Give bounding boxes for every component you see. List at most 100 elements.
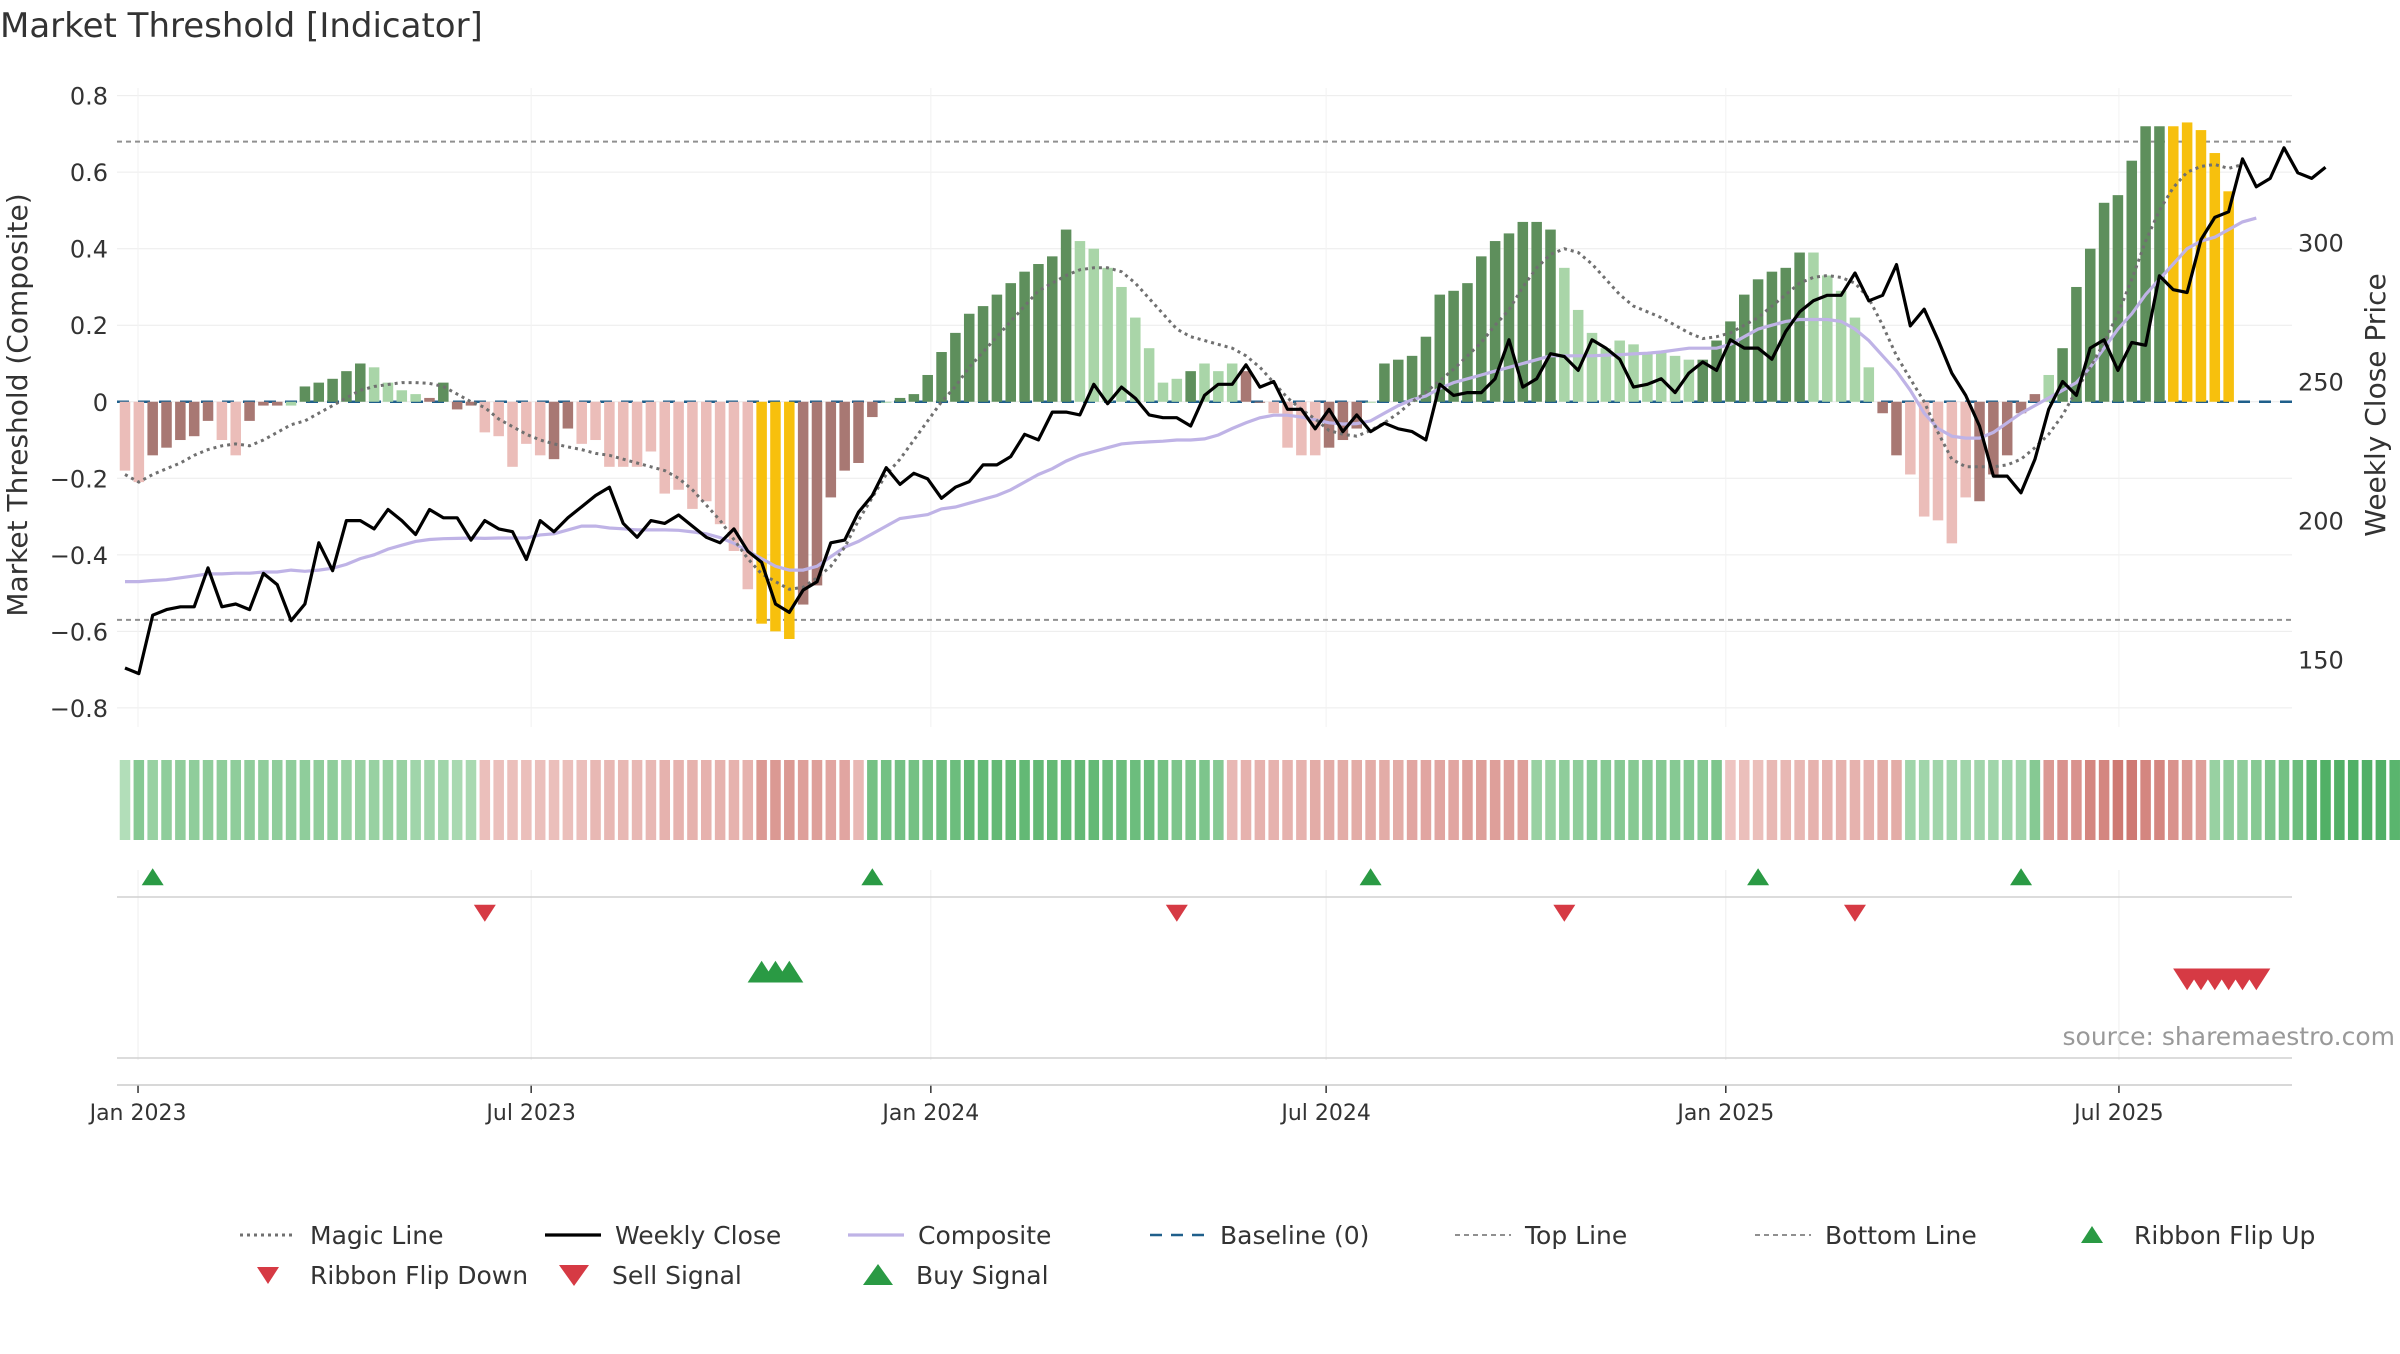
ribbon-cell <box>1517 760 1529 840</box>
ribbon-cell <box>1808 760 1819 840</box>
composite-bar <box>1143 348 1155 402</box>
ribbon-cell <box>853 760 864 840</box>
composite-bar <box>2043 374 2054 402</box>
y-tick-label: −0.6 <box>50 618 108 646</box>
y-tick-label: 0.4 <box>70 236 108 264</box>
ribbon-cell <box>548 760 560 840</box>
ribbon-cell <box>438 760 449 840</box>
composite-smooth-line <box>125 216 2257 584</box>
y-tick-label: −0.2 <box>50 465 108 493</box>
composite-bar <box>258 401 269 406</box>
ribbon-cell <box>2334 760 2345 840</box>
ribbon-cell <box>479 760 491 840</box>
composite-bar <box>839 401 850 471</box>
composite-bar <box>327 378 338 402</box>
ribbon-cell <box>1448 760 1459 840</box>
axes: 0.8 0.6 0.4 0.2 0 −0.2 −0.4 −0.6 −0.8 150 200 250 30… <box>50 83 2344 1126</box>
legend-label: Composite <box>918 1221 1051 1250</box>
composite-bar <box>894 397 906 402</box>
ribbon-cell <box>2154 760 2165 840</box>
composite-bar <box>534 401 546 456</box>
composite-bar <box>2001 401 2013 456</box>
ribbon-cell <box>1572 760 1584 840</box>
ribbon-cell <box>1019 760 1030 840</box>
legend-swatch <box>257 1267 279 1284</box>
y2-tick-label: 250 <box>2298 368 2344 396</box>
legend-item: Baseline (0) <box>1150 1221 1369 1250</box>
ribbon-cell <box>1379 760 1390 840</box>
ribbon-cell <box>2168 760 2179 840</box>
ribbon-cell <box>687 760 698 840</box>
composite-bar <box>1074 241 1086 402</box>
y-tick-label: 0.2 <box>70 312 108 340</box>
composite-bar <box>1019 271 1030 402</box>
composite-bar <box>1822 275 1833 402</box>
ribbon-cell <box>701 760 712 840</box>
composite-bar <box>119 401 131 471</box>
ribbon-cell <box>1060 760 1072 840</box>
ribbon-cell <box>562 760 574 840</box>
ribbon-cell <box>1905 760 1916 840</box>
ribbon-cell <box>1157 760 1169 840</box>
ribbon-flip-down-marker <box>1843 904 1866 922</box>
composite-bar <box>2098 202 2110 402</box>
ribbon-cell <box>728 760 740 840</box>
composite-bar <box>1323 401 1335 448</box>
composite-bar <box>1614 340 1625 402</box>
ribbon-flip-up-marker <box>2010 868 2033 886</box>
ribbon-cell <box>617 760 629 840</box>
ribbon-cell <box>894 760 906 840</box>
composite-bar <box>811 401 823 586</box>
composite-bar <box>244 401 255 421</box>
composite-bar <box>2209 153 2221 402</box>
ribbon-cell <box>756 760 767 840</box>
ribbon-cell <box>355 760 366 840</box>
composite-bar <box>368 367 380 402</box>
legend-swatch <box>559 1265 589 1286</box>
legend-label: Buy Signal <box>916 1261 1049 1290</box>
composite-bar <box>617 401 629 467</box>
ribbon-cell <box>244 760 255 840</box>
ribbon-cell <box>2209 760 2221 840</box>
composite-bar <box>1254 401 1266 403</box>
ribbon-cell <box>2001 760 2013 840</box>
ribbon-cell <box>1130 760 1141 840</box>
weekly-close-line <box>124 146 2327 676</box>
ribbon-cell <box>216 760 228 840</box>
ribbon-cell <box>493 760 504 840</box>
ribbon-cell <box>1462 760 1473 840</box>
composite-bar <box>742 401 754 590</box>
ribbon-cell <box>382 760 394 840</box>
composite-bar <box>147 401 158 456</box>
composite-bar <box>1033 264 1044 402</box>
x-tick-label: Jan 2023 <box>88 1101 187 1126</box>
ribbon-cell <box>368 760 380 840</box>
composite-bar <box>631 401 643 467</box>
ribbon-flip-down-marker <box>1165 904 1188 922</box>
ribbon-cell <box>424 760 435 840</box>
ribbon-cell <box>2320 760 2331 840</box>
ribbon-cell <box>2389 760 2400 840</box>
composite-bar <box>1849 317 1861 402</box>
ribbon-cell <box>2278 760 2290 840</box>
ribbon-cell <box>1988 760 1999 840</box>
ribbon-flip-up-marker <box>861 868 884 886</box>
ribbon-cell <box>797 760 809 840</box>
ribbon-cell <box>2057 760 2068 840</box>
composite-bar <box>1932 401 1944 521</box>
ribbon-flip-up-marker <box>141 868 164 886</box>
ribbon-cell <box>521 760 532 840</box>
ribbon-cell <box>1863 760 1875 840</box>
legend-label: Ribbon Flip Down <box>310 1261 528 1290</box>
composite-bar <box>1863 367 1875 402</box>
ribbon-cell <box>1406 760 1418 840</box>
composite-bars <box>119 122 2234 639</box>
composite-bar <box>797 401 809 605</box>
composite-bar <box>1905 401 1916 475</box>
composite-bar <box>1213 371 1224 402</box>
composite-bar <box>548 401 560 460</box>
composite-bar <box>1088 248 1100 402</box>
source-note: source: sharemaestro.com <box>2063 1022 2396 1051</box>
ribbon-cell <box>1738 760 1750 840</box>
composite-bar <box>770 401 781 632</box>
